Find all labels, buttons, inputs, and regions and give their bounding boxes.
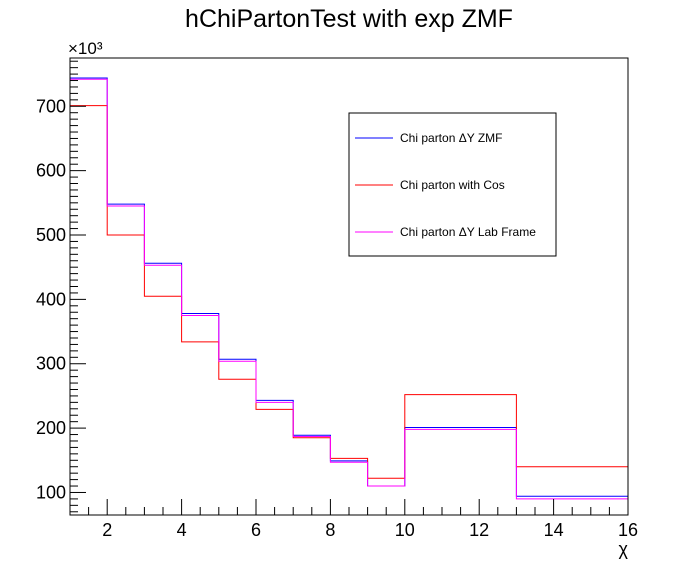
y-tick-label: 100: [36, 482, 66, 502]
y-tick-label: 400: [36, 289, 66, 309]
y-tick-label: 200: [36, 418, 66, 438]
legend-label-3: Chi parton ΔY Lab Frame: [400, 225, 536, 239]
y-axis-multiplier: ×10³: [68, 39, 103, 58]
x-tick-label: 2: [102, 520, 112, 540]
x-tick-label: 12: [469, 520, 489, 540]
series-line-3: [70, 78, 628, 500]
x-tick-label: 16: [618, 520, 638, 540]
y-tick-label: 500: [36, 225, 66, 245]
x-tick-label: 4: [177, 520, 187, 540]
x-tick-label: 8: [325, 520, 335, 540]
chart-title: hChiPartonTest with exp ZMF: [185, 5, 513, 33]
legend: Chi parton ΔY ZMF Chi parton with Cos Chi …: [348, 112, 557, 257]
x-axis: 2 4 6 8 10 12 14 16: [69, 499, 638, 540]
x-tick-label: 14: [544, 520, 564, 540]
y-tick-label: 300: [36, 354, 66, 374]
legend-label-2: Chi parton with Cos: [400, 178, 505, 192]
series-layer: [70, 77, 628, 500]
x-tick-label: 10: [395, 520, 415, 540]
x-tick-label: 6: [251, 520, 261, 540]
legend-label-1: Chi parton ΔY ZMF: [400, 131, 503, 145]
y-axis: 100 200 300 400 500 600 700: [36, 60, 86, 513]
y-tick-label: 600: [36, 161, 66, 181]
y-tick-label: 700: [36, 96, 66, 116]
x-axis-label: χ: [619, 539, 629, 559]
